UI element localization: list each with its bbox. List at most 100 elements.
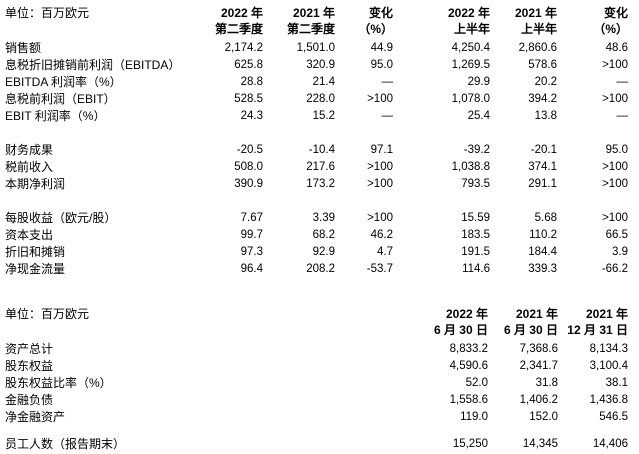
column-header-line1: 2022 年 <box>220 6 263 20</box>
column-header-line1: 变化 <box>368 6 393 20</box>
table-row: 资产总计 8,833.2 7,368.6 8,134.3 <box>5 340 628 357</box>
spacer-cell <box>5 124 628 141</box>
cell-value: 183.5 <box>461 229 490 241</box>
cell-value: 8,134.3 <box>589 343 628 355</box>
cell-value: 52.0 <box>465 377 488 389</box>
table1-header-row: 单位：百万欧元 2022 年第二季度 2021 年第二季度 变化 （%） 2022 年上… <box>5 5 628 39</box>
cell-value: — <box>616 76 629 88</box>
column-header: 2022 年第二季度 <box>180 5 263 39</box>
table2-unit-label: 单位：百万欧元 <box>5 307 90 321</box>
cell-value: 793.5 <box>461 178 490 190</box>
cell-value: 25.4 <box>467 110 490 122</box>
cell-value: 528.5 <box>234 93 263 105</box>
cell-value: 24.3 <box>240 110 263 122</box>
cell-value: 4,590.6 <box>449 360 488 372</box>
column-header-line2: 第二季度 <box>286 22 335 36</box>
column-header: 2022 年 6 月 30 日 <box>355 306 488 340</box>
row-label: 销售额 <box>5 41 42 55</box>
table-row: 资本支出 99.7 68.2 46.2 183.5 110.2 66.5 <box>5 226 628 243</box>
spacer-cell <box>5 192 628 209</box>
row-label: 财务成果 <box>5 143 54 157</box>
column-header-line2: 6 月 30 日 <box>503 323 558 337</box>
cell-value: 95.0 <box>605 144 628 156</box>
row-label: 息税前利润（EBIT） <box>5 92 116 106</box>
cell-value: >100 <box>367 178 393 190</box>
cell-value: 7.67 <box>240 212 263 224</box>
cell-value: -20.5 <box>236 144 263 156</box>
table2-body: 资产总计 8,833.2 7,368.6 8,134.3 股东权益 4,590.6 2,34… <box>5 340 628 452</box>
cell-value: 2,860.6 <box>518 42 557 54</box>
table-row: 本期净利润 390.9 173.2 >100 793.5 291.1 >100 <box>5 175 628 192</box>
row-label: 股东权益比率（%） <box>5 376 112 390</box>
cell-value: 3.39 <box>312 212 335 224</box>
cell-value: 208.2 <box>306 263 335 275</box>
row-label: EBIT 利润率（%） <box>5 109 106 123</box>
quarterly-results-table: 单位：百万欧元 2022 年第二季度 2021 年第二季度 变化 （%） 2022 年上… <box>5 5 628 277</box>
cell-value: 1,501.0 <box>296 42 335 54</box>
table-row: 折旧和摊销 97.3 92.9 4.7 191.5 184.4 3.9 <box>5 243 628 260</box>
cell-value: >100 <box>602 93 628 105</box>
cell-value: >100 <box>367 161 393 173</box>
cell-value: 1,038.8 <box>451 161 490 173</box>
row-label: 资产总计 <box>5 342 54 356</box>
cell-value: 4,250.4 <box>451 42 490 54</box>
cell-value: 1,269.5 <box>451 59 490 71</box>
cell-value: 2,174.2 <box>224 42 263 54</box>
cell-value: 217.6 <box>306 161 335 173</box>
table-row: 股东权益比率（%） 52.0 31.8 38.1 <box>5 374 628 391</box>
cell-value: -20.1 <box>530 144 557 156</box>
cell-value: 110.2 <box>529 229 557 241</box>
table-row: 员工人数（报告期末） 15,250 14,345 14,406 <box>5 435 628 452</box>
spacer-row <box>5 425 628 435</box>
cell-value: 1,436.8 <box>589 394 628 406</box>
row-label: 资本支出 <box>5 228 54 242</box>
cell-value: 14,406 <box>592 438 628 450</box>
cell-value: 44.9 <box>370 42 393 54</box>
table-row: 净金融资产 119.0 152.0 546.5 <box>5 408 628 425</box>
column-header-line2: （%） <box>593 22 628 36</box>
column-header: 变化 （%） <box>335 5 393 39</box>
cell-value: 390.9 <box>234 178 263 190</box>
cell-value: 99.7 <box>240 229 263 241</box>
cell-value: 96.4 <box>240 263 263 275</box>
cell-value: 20.2 <box>534 76 557 88</box>
cell-value: 38.1 <box>605 377 628 389</box>
cell-value: — <box>616 110 629 122</box>
cell-value: 546.5 <box>599 411 628 423</box>
table-row: EBITDA 利润率（%） 28.8 21.4 — 29.9 20.2 — <box>5 73 628 90</box>
cell-value: 28.8 <box>240 76 263 88</box>
cell-value: 97.1 <box>370 144 393 156</box>
table-row: 息税前利润（EBIT） 528.5 228.0 >100 1,078.0 394.2 >10… <box>5 90 628 107</box>
column-header-line2: （%） <box>358 22 393 36</box>
column-header-line2: 6 月 30 日 <box>433 323 488 337</box>
cell-value: 394.2 <box>528 93 557 105</box>
cell-value: -10.4 <box>308 144 335 156</box>
cell-value: 66.5 <box>605 229 628 241</box>
table-row: 每股收益（欧元/股） 7.67 3.39 >100 15.59 5.68 >100 <box>5 209 628 226</box>
column-header-line2: 第二季度 <box>214 22 263 36</box>
column-header-line1: 2021 年 <box>292 6 335 20</box>
row-label: 每股收益（欧元/股） <box>5 211 117 225</box>
column-header: 2021 年 12 月 31 日 <box>558 306 628 340</box>
column-header: 2021 年第二季度 <box>263 5 335 39</box>
row-label: 金融负债 <box>5 393 54 407</box>
table1-unit-label: 单位：百万欧元 <box>5 6 90 20</box>
cell-value: 114.6 <box>462 263 490 275</box>
cell-value: 46.2 <box>370 229 393 241</box>
cell-value: -39.2 <box>463 144 490 156</box>
spacer-row <box>5 124 628 141</box>
cell-value: 15,250 <box>452 438 488 450</box>
cell-value: 119.0 <box>460 411 488 423</box>
cell-value: 1,558.6 <box>449 394 488 406</box>
row-label: 净金融资产 <box>5 410 66 424</box>
cell-value: 13.8 <box>534 110 557 122</box>
column-header-line1: 2022 年 <box>445 307 488 321</box>
cell-value: 95.0 <box>370 59 393 71</box>
cell-value: 1,406.2 <box>519 394 558 406</box>
cell-value: -53.7 <box>366 263 393 275</box>
cell-value: 4.7 <box>377 246 393 258</box>
cell-value: 191.5 <box>461 246 490 258</box>
spacer-cell <box>5 425 628 435</box>
cell-value: — <box>381 110 394 122</box>
